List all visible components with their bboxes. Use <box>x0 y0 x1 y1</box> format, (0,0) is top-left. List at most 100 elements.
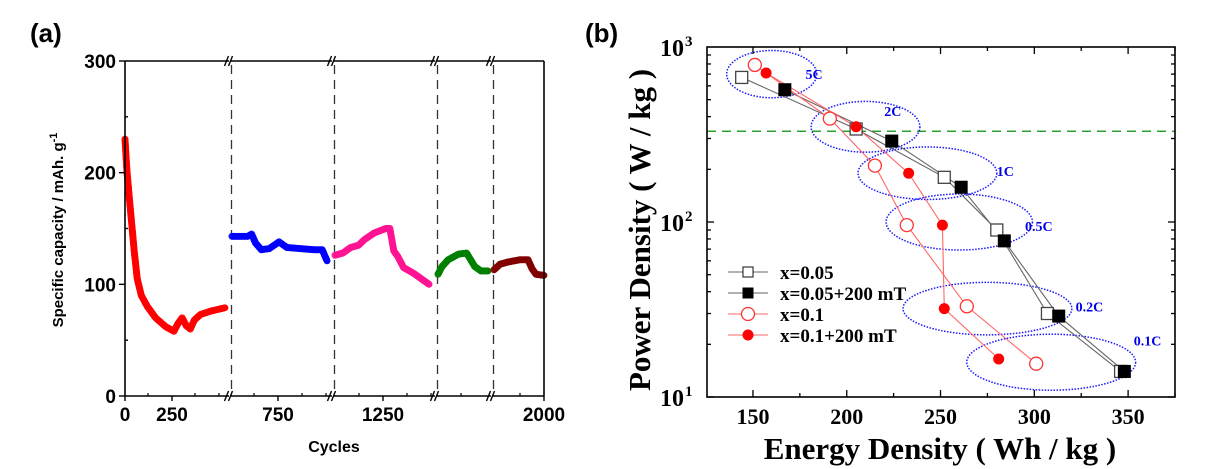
series-marker <box>997 234 1011 248</box>
x-tick-label: 1250 <box>362 405 404 426</box>
data-point <box>323 257 331 265</box>
series-marker <box>954 180 968 194</box>
series-marker <box>990 223 1004 237</box>
axis-break-mark <box>433 55 440 67</box>
series-marker <box>850 121 862 133</box>
y-tick-label: 10 <box>660 386 684 412</box>
series-marker <box>760 67 772 79</box>
panel-a-label: (a) <box>30 18 62 48</box>
legend-marker <box>742 266 754 278</box>
legend-label: x=0.05+200 mT <box>780 284 906 305</box>
legend-marker <box>742 329 754 341</box>
x-tick-label: 750 <box>262 405 294 426</box>
series-marker <box>1117 364 1131 378</box>
panel-a-axes: 0 100 200 300 0 250 750 1250 2000 <box>84 52 565 426</box>
series-line <box>784 89 1125 372</box>
panel-a-ylabel-main: Specific capacity / mAh. g <box>50 142 67 327</box>
x-tick-label: 200 <box>830 404 863 429</box>
x-tick-label: 250 <box>156 405 188 426</box>
panel-a-ylabel-sup: -1 <box>48 133 60 143</box>
series-marker <box>885 134 899 148</box>
axis-break-mark <box>330 55 337 67</box>
x-tick-label: 150 <box>736 404 769 429</box>
data-point <box>425 280 433 288</box>
series-marker <box>937 170 951 184</box>
rate-ellipse <box>725 49 818 99</box>
rate-ellipse <box>902 281 1073 336</box>
legend-marker <box>740 306 756 322</box>
y-tick-exponent: 1 <box>685 384 693 400</box>
x-tick-label: 2000 <box>523 405 565 426</box>
panel-b-xlabel: Energy Density ( Wh / kg ) <box>764 431 1117 466</box>
x-tick-label: 0 <box>120 405 131 426</box>
panel-b-series-lines <box>741 64 1125 372</box>
legend-label: x=0.1+200 mT <box>780 326 897 347</box>
legend-label: x=0.05 <box>780 263 834 284</box>
axis-break-mark <box>326 55 333 67</box>
axis-break-mark <box>223 390 230 402</box>
series-line <box>754 64 1037 365</box>
axis-break-mark <box>227 390 234 402</box>
series-marker <box>899 217 914 233</box>
series-marker <box>959 299 974 314</box>
panel-b-label: (b) <box>585 18 618 48</box>
axis-break-mark <box>330 390 337 402</box>
rate-label: 0.1C <box>1134 335 1162 350</box>
panel-b-ylabel: Power Density ( W / kg ) <box>622 69 657 391</box>
y-tick-exponent: 2 <box>685 209 693 225</box>
rate-label: 1C <box>997 165 1014 180</box>
series-marker <box>778 83 792 97</box>
rate-ellipse <box>857 146 998 201</box>
rate-label: 0.5C <box>1025 220 1053 235</box>
panel-a-ylabel: Specific capacity / mAh. g-1 <box>48 133 67 328</box>
axis-break-mark <box>485 390 492 402</box>
axis-break-mark <box>433 390 440 402</box>
rate-ellipse <box>885 193 1034 251</box>
axis-break-mark <box>489 390 496 402</box>
panel-a-xlabel: Cycles <box>308 439 360 456</box>
x-tick-label: 300 <box>1018 404 1051 429</box>
data-point <box>221 304 229 312</box>
series-marker <box>735 70 749 85</box>
axis-break-mark <box>429 55 436 67</box>
y-tick-label: 0 <box>105 387 116 408</box>
x-tick-label: 250 <box>924 404 957 429</box>
series-line <box>741 76 1121 372</box>
series-line <box>765 72 1000 360</box>
series-marker <box>822 111 838 126</box>
panel-a-chart: 0 100 200 300 0 250 750 1250 2000 Cycles Specifi… <box>48 52 565 456</box>
axis-break-mark <box>326 390 333 402</box>
rate-label: 5C <box>805 68 822 83</box>
series-marker <box>993 353 1005 365</box>
y-tick-label: 200 <box>84 164 116 185</box>
x-tick-label: 350 <box>1112 404 1145 429</box>
panel-b-markers <box>735 57 1131 379</box>
series-marker <box>867 158 883 173</box>
data-point <box>484 267 492 275</box>
panel-b-rate-ellipses: 5C 2C 1C 0.5C 0.2C 0.1C <box>725 49 1162 391</box>
y-tick-label: 10 <box>660 211 684 237</box>
series-marker <box>1040 306 1055 321</box>
y-tick-exponent: 3 <box>685 34 693 50</box>
axis-break-mark <box>485 55 492 67</box>
y-tick-label: 10 <box>660 36 684 62</box>
legend-marker <box>742 287 754 299</box>
series-marker <box>1052 309 1066 323</box>
rate-ellipse <box>966 333 1137 391</box>
panel-b-legend: x=0.05x=0.05+200 mTx=0.1x=0.1+200 mT <box>728 263 906 347</box>
axis-break-mark <box>223 55 230 67</box>
y-tick-label: 300 <box>84 52 116 73</box>
panel-a-break-lines <box>230 65 495 396</box>
axis-break-mark <box>429 390 436 402</box>
axis-break-mark <box>489 55 496 67</box>
series-marker <box>938 303 950 315</box>
series-marker <box>1029 356 1044 371</box>
axis-break-mark <box>227 55 234 67</box>
series-marker <box>903 167 915 179</box>
series-marker <box>747 57 762 73</box>
rate-label: 0.2C <box>1076 300 1104 315</box>
rate-label: 2C <box>884 105 901 120</box>
